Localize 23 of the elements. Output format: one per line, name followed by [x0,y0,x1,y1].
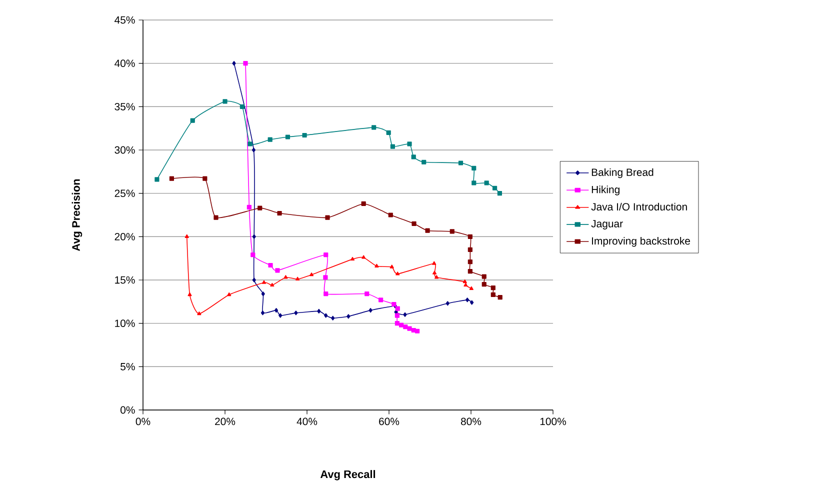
y-axis-title: Avg Precision [72,179,82,252]
y-tick-label: 5% [120,362,135,370]
y-tick-label: 15% [115,276,135,284]
y-tick-label: 35% [114,102,135,110]
legend-label: Java I/O Introduction [591,202,687,211]
x-axis-title: Avg Recall [320,470,376,480]
legend-label: Hiking [592,186,620,196]
x-tick-label: 0% [136,418,150,426]
y-tick-label: 30% [114,146,135,154]
legend-label: Improving backstroke [592,236,690,247]
y-tick-label: 45% [114,16,135,24]
x-tick-label: 20% [215,418,236,426]
y-tick-label: 10% [115,320,135,328]
x-tick-label: 80% [460,418,482,426]
legend-label: Baking Bread [592,168,654,178]
y-tick-label: 20% [114,232,135,240]
y-tick-label: 40% [114,60,135,68]
x-tick-label: 40% [296,418,318,426]
y-tick-label: 0% [120,406,135,414]
y-tick-label: 25% [114,190,135,198]
x-tick-label: 100% [540,418,566,426]
legend-label: Jaguar [591,220,623,230]
x-tick-label: 60% [379,418,400,426]
